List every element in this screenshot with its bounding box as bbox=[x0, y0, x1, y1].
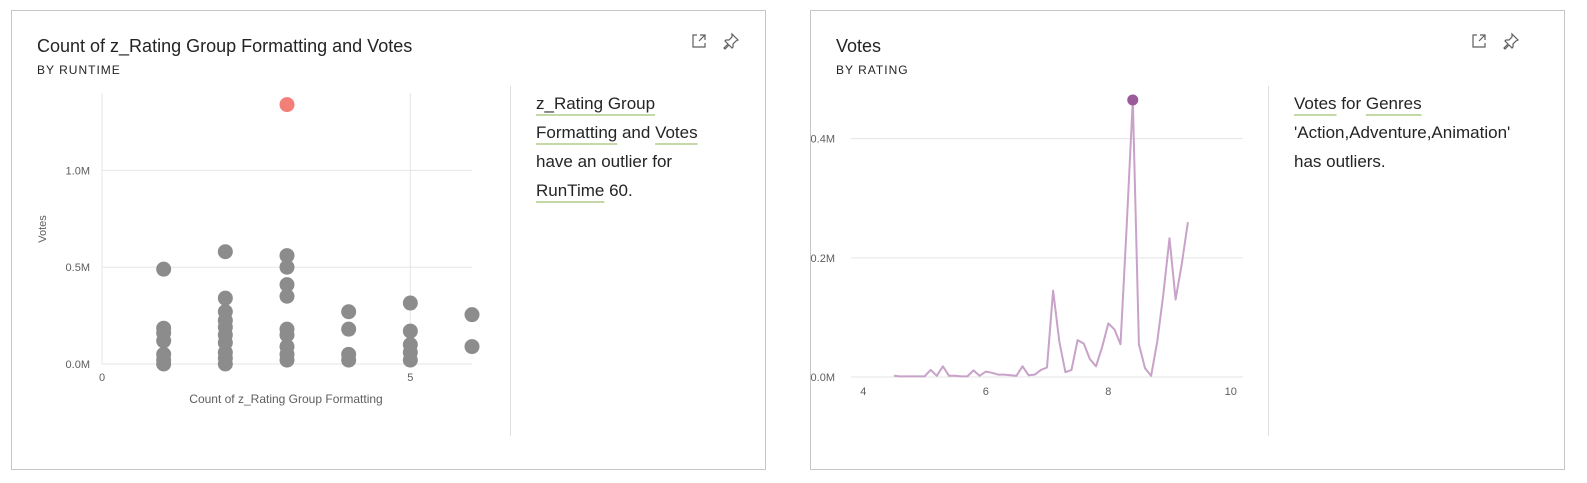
y-tick-label: 1.0M bbox=[66, 165, 90, 177]
scatter-point[interactable] bbox=[279, 339, 295, 355]
scatter-point[interactable] bbox=[402, 295, 418, 311]
link-formatting[interactable]: Formatting bbox=[536, 123, 618, 142]
card-title: Votes bbox=[836, 36, 882, 56]
x-tick-label: 6 bbox=[983, 386, 989, 398]
x-tick-label: 0 bbox=[99, 372, 105, 384]
card-subtitle: BY RUNTIME bbox=[37, 63, 121, 77]
focus-mode-icon[interactable] bbox=[1470, 32, 1488, 50]
y-tick-label: 0.2M bbox=[811, 253, 835, 265]
narrative-and: and bbox=[617, 123, 656, 142]
narrative-runtime-value: 60. bbox=[604, 181, 633, 200]
line-chart: 0.0M 0.2M 0.4M 4 6 8 10 bbox=[811, 94, 1243, 398]
tick-labels: 0.0M 0.5M 1.0M 0 5 bbox=[66, 165, 414, 384]
x-tick-label: 5 bbox=[407, 372, 413, 384]
scatter-point[interactable] bbox=[341, 304, 357, 320]
divider bbox=[510, 86, 511, 436]
votes-line[interactable] bbox=[893, 98, 1189, 378]
scatter-point[interactable] bbox=[464, 339, 480, 355]
x-tick-label: 4 bbox=[860, 386, 866, 398]
scatter-point[interactable] bbox=[156, 346, 172, 362]
y-tick-label: 0.0M bbox=[66, 359, 90, 371]
narrative-for: for bbox=[1336, 94, 1366, 113]
scatter-point[interactable] bbox=[156, 261, 172, 277]
series-line bbox=[893, 94, 1189, 378]
scatter-point[interactable] bbox=[279, 321, 295, 337]
link-genres[interactable]: Genres bbox=[1365, 94, 1422, 113]
pin-icon[interactable] bbox=[722, 32, 740, 50]
y-tick-label: 0.5M bbox=[66, 262, 90, 274]
card-title: Count of z_Rating Group Formatting and V… bbox=[37, 36, 413, 56]
gridlines bbox=[851, 138, 1243, 378]
scatter-point[interactable] bbox=[279, 248, 295, 264]
scatter-point[interactable] bbox=[217, 304, 233, 320]
outlier-card-runtime: Count of z_Rating Group Formatting and V… bbox=[11, 10, 766, 470]
outlier-point[interactable] bbox=[279, 97, 295, 113]
scatter-point[interactable] bbox=[402, 323, 418, 339]
card-subtitle: BY RATING bbox=[836, 63, 909, 77]
divider bbox=[1268, 86, 1269, 436]
scatter-point[interactable] bbox=[217, 244, 233, 260]
scatter-point[interactable] bbox=[341, 321, 357, 337]
scatter-point[interactable] bbox=[156, 320, 172, 336]
link-runtime[interactable]: RunTime bbox=[536, 181, 605, 200]
narrative-text: Votes for Genres 'Action,Adventure,Anima… bbox=[1294, 89, 1534, 176]
scatter-point[interactable] bbox=[402, 337, 418, 353]
scatter-point[interactable] bbox=[279, 259, 295, 275]
narrative-genre-value: 'Action,Adventure,Animation' bbox=[1294, 123, 1511, 142]
outlier-point[interactable] bbox=[1127, 94, 1139, 106]
narrative-text: z_Rating Group Formatting and Votes have… bbox=[536, 89, 716, 205]
narrative-has-outliers: has outliers. bbox=[1294, 152, 1386, 171]
x-tick-label: 10 bbox=[1225, 386, 1237, 398]
y-tick-label: 0.4M bbox=[811, 134, 835, 146]
tick-labels: 0.0M 0.2M 0.4M 4 6 8 10 bbox=[811, 134, 1237, 398]
scatter-point[interactable] bbox=[279, 277, 295, 293]
scatter-point[interactable] bbox=[217, 290, 233, 306]
data-points bbox=[156, 97, 480, 372]
narrative-outlier-text: have an outlier for bbox=[536, 152, 673, 171]
scatter-point[interactable] bbox=[341, 346, 357, 362]
y-axis-label: Votes bbox=[37, 215, 49, 243]
scatter-chart: 0.0M 0.5M 1.0M 0 5 Count of z_Rating Group F… bbox=[37, 93, 480, 406]
x-axis-label: Count of z_Rating Group Formatting bbox=[189, 392, 382, 406]
scatter-point[interactable] bbox=[279, 288, 295, 304]
link-rating-group[interactable]: z_Rating Group bbox=[536, 94, 656, 113]
pin-icon[interactable] bbox=[1502, 32, 1520, 50]
x-tick-label: 8 bbox=[1105, 386, 1111, 398]
y-tick-label: 0.0M bbox=[811, 372, 835, 384]
focus-mode-icon[interactable] bbox=[690, 32, 708, 50]
outlier-card-rating: Votes BY RATING 0.0M 0.2M 0.4M 4 6 8 10 Votes … bbox=[810, 10, 1565, 470]
link-votes[interactable]: Votes bbox=[655, 123, 698, 142]
link-votes[interactable]: Votes bbox=[1294, 94, 1337, 113]
scatter-point[interactable] bbox=[464, 307, 480, 323]
